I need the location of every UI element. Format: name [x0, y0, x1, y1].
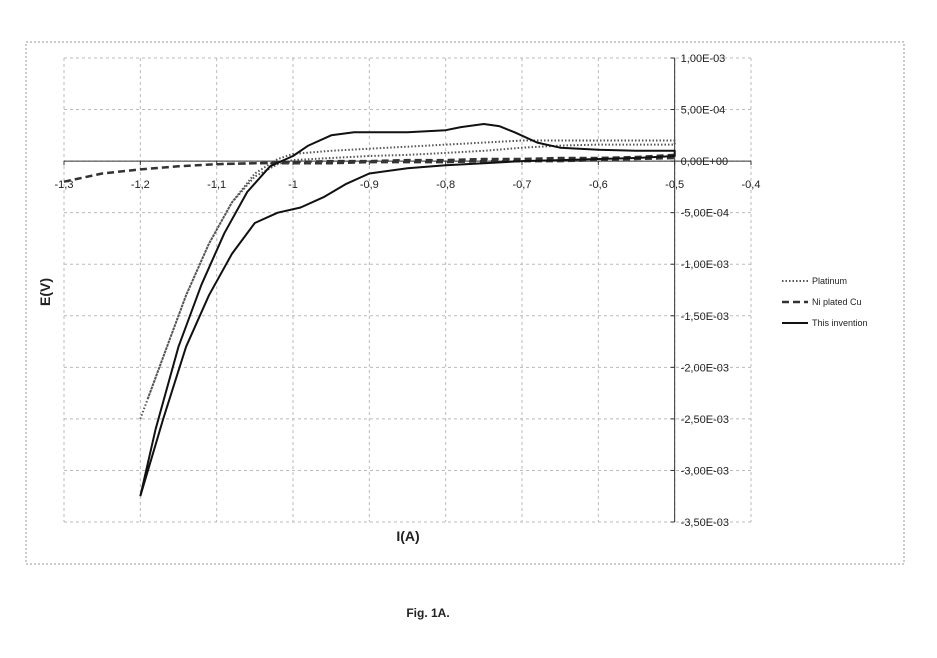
legend: Platinum Ni plated Cu This invention [782, 276, 868, 328]
x-tick-label-2: -1,1 [207, 179, 226, 191]
y-axis-title: E(V) [37, 278, 53, 306]
y-tick-label-1: 5,00E-04 [681, 105, 726, 117]
x-axis-title: I(A) [396, 528, 419, 544]
y-tick-label-3: -5,00E-04 [681, 208, 729, 220]
x-tick-labels: -1,3-1,2-1,1-1-0,9-0,8-0,7-0,6-0,5-0,4 [55, 161, 761, 191]
x-tick-label-3: -1 [288, 179, 298, 191]
x-tick-label-6: -0,7 [513, 179, 532, 191]
y-tick-label-6: -2,00E-03 [681, 362, 729, 374]
x-tick-label-5: -0,8 [436, 179, 455, 191]
axes [64, 58, 751, 522]
figure-caption: Fig. 1A. [406, 606, 449, 620]
legend-label-2: This invention [812, 318, 868, 328]
y-tick-label-2: 0,00E+00 [681, 156, 728, 168]
legend-label-0: Platinum [812, 276, 847, 286]
y-tick-label-0: 1,00E-03 [681, 53, 726, 65]
x-tick-label-4: -0,9 [360, 179, 379, 191]
grid-lines [64, 58, 751, 522]
chart-border [26, 42, 904, 564]
x-tick-label-7: -0,6 [589, 179, 608, 191]
y-tick-label-8: -3,00E-03 [681, 465, 729, 477]
x-tick-label-9: -0,4 [742, 179, 761, 191]
legend-label-1: Ni plated Cu [812, 297, 862, 307]
y-tick-label-9: -3,50E-03 [681, 517, 729, 529]
x-tick-label-1: -1,2 [131, 179, 150, 191]
y-tick-labels: 1,00E-03 5,00E-04 0,00E+00 -5,00E-04 -1,00E-… [671, 53, 729, 529]
y-tick-label-5: -1,50E-03 [681, 311, 729, 323]
y-tick-label-7: -2,50E-03 [681, 414, 729, 426]
y-tick-label-4: -1,00E-03 [681, 259, 729, 271]
x-tick-label-8: -0,5 [665, 179, 684, 191]
